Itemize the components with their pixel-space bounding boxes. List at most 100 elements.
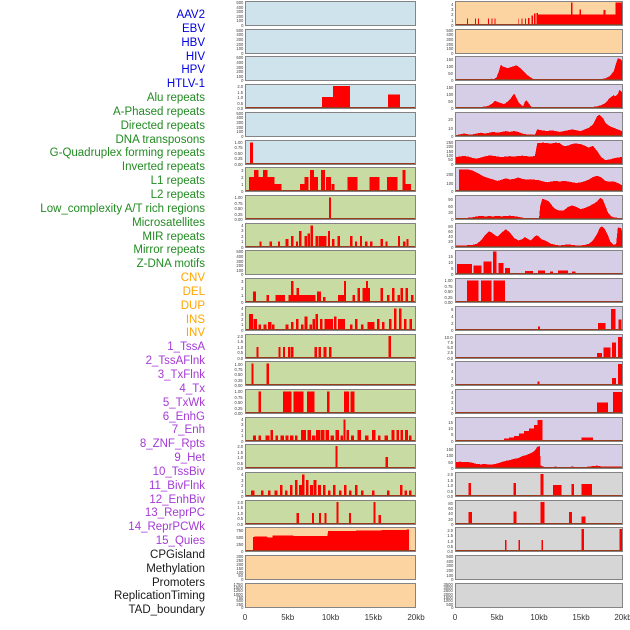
histogram	[246, 225, 415, 247]
track-plot: 0.0 0.5 1.0 1.5 2.0	[237, 444, 416, 471]
histogram	[246, 446, 415, 469]
y-tick-label: 0.0	[447, 355, 453, 361]
y-tick-label: 2	[240, 286, 243, 292]
y-tick-label: 500	[236, 535, 243, 541]
y-axis-ticks: 0 100 200 300 400 500	[417, 554, 454, 582]
y-axis-ticks: 0.0 0.5 1.0 1.5 2.0	[207, 445, 244, 472]
y-tick-label: 80	[448, 501, 453, 506]
y-tick-label: 500	[236, 55, 243, 61]
y-tick-label: 1.00	[234, 361, 243, 367]
x-tick-label: 10kb	[321, 613, 340, 622]
track-label: Microsatellites	[132, 216, 205, 229]
y-tick-label: 200	[236, 14, 243, 19]
histogram	[456, 446, 622, 469]
track-plot: 0 10 20	[448, 111, 623, 139]
y-tick-label: 0	[450, 134, 453, 139]
track-label: HIV	[185, 50, 205, 63]
x-tick-label: 15kb	[572, 613, 590, 622]
y-axis-ticks: 0 50 100 150 200 250	[417, 141, 454, 167]
track-label: CNV	[180, 272, 205, 285]
y-axis-ticks: 0 20 40 60 80	[417, 224, 454, 249]
track-label: AAV2	[176, 9, 205, 21]
y-tick-label: 5	[450, 266, 453, 272]
y-tick-label: 1.5	[237, 90, 243, 95]
track-label: Inverted repeats	[121, 161, 205, 174]
y-tick-label: 500	[446, 28, 453, 33]
y-tick-label: 250	[236, 558, 243, 564]
y-tick-label: 1	[450, 406, 453, 411]
y-tick-label: 1.5	[447, 533, 453, 539]
y-tick-label: 0	[450, 328, 453, 333]
y-tick-label: 150	[446, 57, 453, 63]
y-axis-ticks: 0 50 100 150 200 250 300	[207, 555, 244, 582]
histogram	[456, 251, 622, 275]
y-tick-label: 1	[240, 182, 243, 188]
histogram	[456, 89, 622, 109]
y-axis-ticks: 0 500 1000 1500 2000 2500 3000 3500	[417, 582, 454, 610]
y-tick-label: 2000	[443, 592, 453, 597]
y-tick-label: 0	[240, 605, 243, 610]
y-tick-label: 500	[446, 554, 453, 560]
track-plot: 0 250 500 750 1000 1250 1500 1750	[234, 583, 416, 610]
track-label: EBV	[181, 22, 205, 35]
y-tick-label: 0.25	[234, 378, 243, 383]
track-label: 14_ReprPCWk	[128, 521, 205, 534]
histogram	[456, 364, 622, 386]
track-label: HBV	[181, 36, 205, 49]
y-tick-label: 100	[236, 74, 243, 79]
y-axis-ticks: 0 50 100 150	[417, 85, 454, 112]
y-tick-label: 80	[448, 224, 453, 229]
y-tick-label: 100	[236, 129, 243, 135]
y-tick-label: 0.0	[237, 466, 243, 472]
y-tick-label: 250	[236, 542, 243, 548]
histogram	[246, 529, 415, 552]
y-tick-label: 0	[240, 549, 243, 555]
y-tick-label: 300	[236, 64, 243, 70]
track-plot: 0 50 100 150 200 250 300	[236, 555, 416, 582]
track-plot: 0 100 200 300 400 500	[236, 28, 416, 56]
y-tick-label: 0	[240, 134, 243, 139]
y-axis-ticks: 0 100 200 300 400 500	[417, 28, 454, 55]
y-tick-label: 400	[446, 559, 453, 564]
y-tick-label: 250	[236, 602, 243, 607]
y-tick-label: 0.50	[444, 289, 453, 295]
x-tick-label: 20kb	[407, 613, 425, 622]
y-tick-label: 200	[446, 41, 453, 47]
y-tick-label: 1	[240, 322, 243, 328]
y-tick-label: 2.0	[447, 527, 453, 533]
y-tick-label: 0	[240, 78, 243, 84]
y-tick-label: 0.0	[237, 106, 243, 112]
y-tick-label: 4	[240, 472, 243, 478]
track-label: DEL	[182, 285, 205, 298]
y-tick-label: 0	[450, 78, 453, 84]
y-tick-label: 100	[236, 569, 243, 575]
histogram	[456, 308, 622, 330]
y-tick-label: 0.75	[234, 395, 243, 400]
y-tick-label: 0.5	[237, 101, 243, 106]
track-label: 4_Tx	[179, 382, 205, 395]
y-tick-label: 300	[446, 563, 453, 569]
y-tick-label: 1000	[233, 592, 243, 597]
y-tick-label: 200	[236, 125, 243, 130]
histogram	[456, 169, 622, 192]
y-tick-label: 3500	[443, 582, 453, 587]
y-tick-label: 0	[450, 161, 453, 167]
y-tick-label: 100	[236, 18, 243, 24]
y-tick-label: 4	[240, 306, 243, 312]
y-tick-label: 100	[446, 46, 453, 52]
y-tick-label: 200	[236, 263, 243, 269]
y-tick-label: 10	[448, 126, 453, 131]
track-plot: 0 20 40 60 80	[448, 499, 623, 527]
y-tick-label: 0.00	[234, 411, 243, 417]
y-tick-label: 100	[446, 453, 453, 459]
track-plot: 0 100 200 300 400 500	[236, 111, 416, 139]
track-label: HPV	[181, 64, 205, 77]
track-plot: 0 5 10 15	[448, 250, 623, 277]
y-tick-label: 0	[450, 106, 453, 112]
